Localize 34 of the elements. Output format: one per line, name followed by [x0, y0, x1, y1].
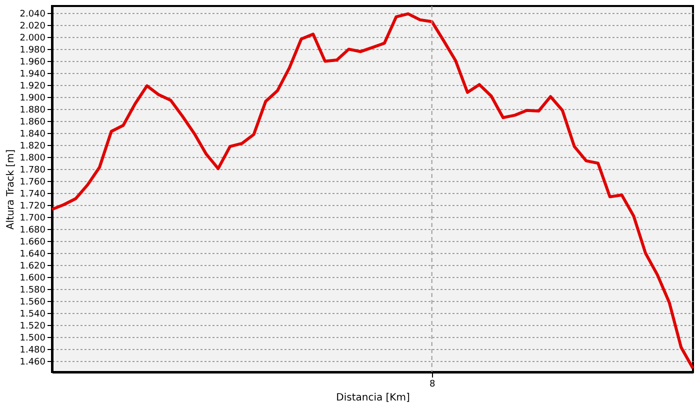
y-tick-label: 1.980 — [20, 46, 46, 56]
y-tick-label: 1.920 — [20, 82, 46, 92]
y-tick-label: 1.840 — [20, 130, 46, 140]
y-tick-label: 1.760 — [20, 178, 46, 188]
y-tick-label: 1.880 — [20, 106, 46, 116]
y-tick-label: 1.940 — [20, 70, 46, 80]
y-axis-title: Altura Track [m] — [6, 149, 17, 230]
y-tick-label: 1.960 — [20, 58, 46, 68]
y-tick-label: 1.640 — [20, 250, 46, 260]
y-tick-label: 1.900 — [20, 94, 46, 104]
y-tick-label: 1.540 — [20, 310, 46, 320]
y-tick-label: 1.820 — [20, 142, 46, 152]
y-tick-label: 1.500 — [20, 334, 46, 344]
y-tick-label: 1.460 — [20, 358, 46, 368]
y-tick-label: 2.000 — [20, 34, 46, 44]
y-tick-label: 1.620 — [20, 262, 46, 272]
line-series — [50, 12, 694, 370]
x-tick-label: 8 — [429, 380, 436, 390]
y-tick-label: 2.020 — [20, 22, 46, 32]
y-tick-label: 1.680 — [20, 226, 46, 236]
y-tick-label: 1.780 — [20, 166, 46, 176]
y-tick-label: 1.740 — [20, 190, 46, 200]
y-tick-label: 2.040 — [20, 10, 46, 20]
y-tick-label: 1.520 — [20, 322, 46, 332]
y-tick-label: 1.600 — [20, 274, 46, 284]
y-tick-label: 1.560 — [20, 298, 46, 308]
x-axis-title: Distancia [Km] — [336, 392, 410, 404]
y-tick-label: 1.660 — [20, 238, 46, 248]
y-tick-label: 1.480 — [20, 346, 46, 356]
y-tick-label: 1.860 — [20, 118, 46, 128]
y-tick-label: 1.800 — [20, 154, 46, 164]
y-tick-label: 1.700 — [20, 214, 46, 224]
y-tick-label: 1.720 — [20, 202, 46, 212]
y-tick-label: 1.580 — [20, 286, 46, 296]
